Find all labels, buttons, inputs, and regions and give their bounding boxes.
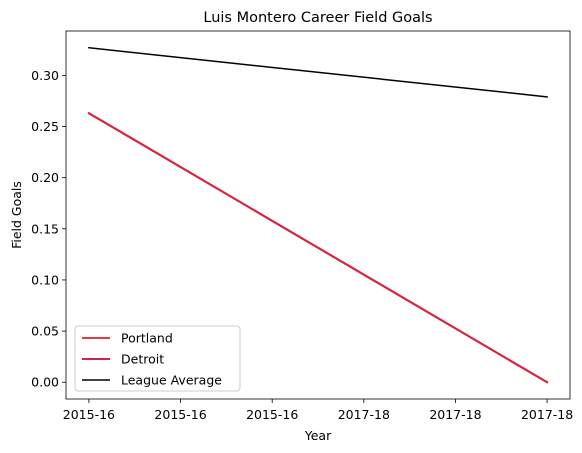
x-tick-label: 2017-18 [338, 407, 390, 422]
x-tick-label: 2015-16 [63, 407, 115, 422]
chart-title: Luis Montero Career Field Goals [203, 10, 432, 26]
x-tick-label: 2017-18 [429, 407, 481, 422]
x-axis-ticks: 2015-16 2015-16 2015-16 2017-18 2017-18 2017-… [63, 399, 573, 422]
legend-box [74, 325, 241, 392]
legend-label-2: League Average [121, 373, 222, 388]
y-axis-label: Field Goals [9, 181, 24, 249]
y-axis-ticks: 0.00 0.05 0.10 0.15 0.20 0.25 0.30 [31, 68, 66, 390]
y-tick-label: 0.10 [31, 272, 59, 287]
legend-label-0: Portland [121, 331, 173, 346]
y-tick-label: 0.30 [31, 68, 59, 83]
legend: Portland Detroit League Average [74, 325, 241, 392]
series-line-1 [87, 111, 549, 384]
y-tick-label: 0.15 [31, 221, 59, 236]
y-tick-label: 0.25 [31, 119, 59, 134]
x-tick-label: 2017-18 [521, 407, 573, 422]
x-axis-label: Year [304, 428, 332, 443]
legend-items: Portland Detroit League Average [82, 331, 222, 388]
y-tick-label: 0.05 [31, 324, 59, 339]
legend-label-1: Detroit [121, 352, 164, 367]
x-tick-label: 2015-16 [154, 407, 206, 422]
series-line-2 [88, 46, 548, 98]
series-layer [87, 46, 549, 384]
y-tick-label: 0.00 [31, 375, 59, 390]
y-tick-label: 0.20 [31, 170, 59, 185]
x-tick-label: 2015-16 [246, 407, 298, 422]
